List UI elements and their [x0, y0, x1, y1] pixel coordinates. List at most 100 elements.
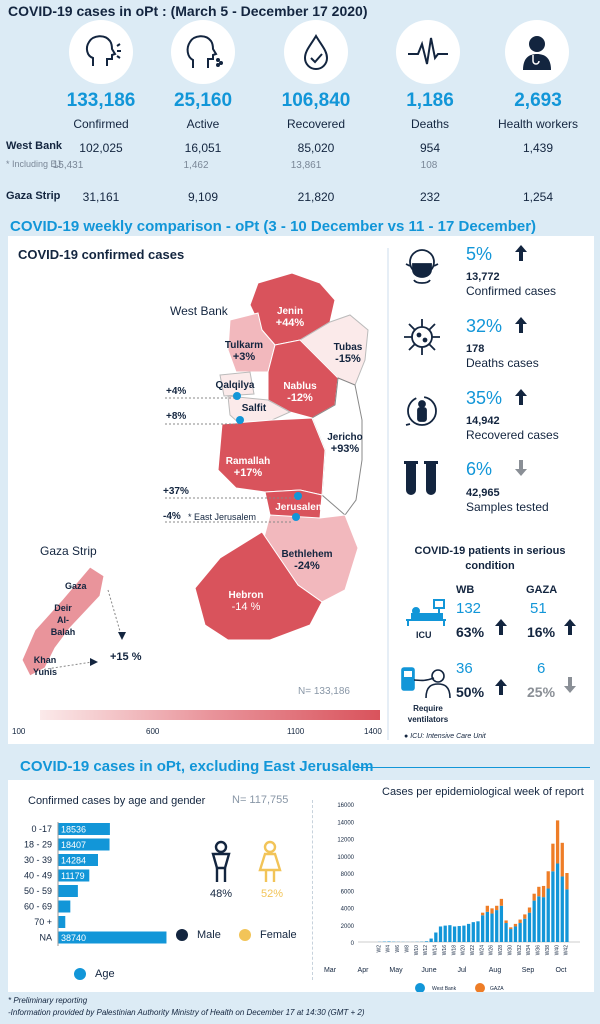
label-bethlehem: Bethlehem -24%	[281, 549, 333, 572]
week-bar-gaza	[518, 919, 522, 924]
label-tubas: Tubas -15%	[333, 342, 363, 365]
week-bar-gaza	[481, 912, 485, 916]
ej-deaths: 108	[420, 160, 438, 171]
label-ej: * East Jerusalem	[188, 512, 257, 522]
week-xtick-label: W40	[554, 945, 560, 956]
deaths-label: Deaths	[410, 117, 450, 131]
week-xtick-label: W24	[479, 945, 485, 956]
legend-west-bank: West Bank	[432, 986, 457, 992]
female-icon	[257, 840, 283, 891]
icu-note: ● ICU: Intensive Care Unit	[404, 733, 486, 740]
week-bar-west-bank	[443, 925, 447, 942]
recovered-icon	[400, 389, 444, 438]
label-khan-yunis: Khan Yunis	[32, 655, 57, 677]
week-bar-west-bank	[513, 926, 518, 942]
recovered-total: 106,840	[281, 90, 351, 111]
week-ytick-label: 0	[351, 941, 355, 947]
age-legend-dot	[74, 968, 86, 980]
week-ytick-label: 12000	[337, 838, 354, 844]
label-tulkarm: Tulkarm +3%	[224, 340, 264, 363]
virus-icon	[400, 315, 444, 364]
wb-active: 16,051	[184, 141, 222, 155]
week-bar-west-bank	[565, 889, 569, 942]
gaza-strip-label: Gaza Strip	[40, 544, 97, 558]
section-rule	[356, 767, 590, 768]
female-pct: 52%	[261, 888, 284, 900]
age-chart-n: N= 117,755	[232, 794, 289, 806]
male-legend-dot	[176, 929, 188, 941]
cmp-samples-num: 42,965	[466, 487, 500, 499]
wb-recovered: 85,020	[297, 141, 335, 155]
week-bar-west-bank	[527, 912, 532, 942]
cmp-samples-pct: 6%	[466, 459, 493, 479]
wb-deaths: 954	[419, 141, 441, 155]
week-bar-west-bank	[532, 900, 536, 942]
week-xtick-label: W30	[507, 945, 513, 956]
cmp-recovered-label: Recovered cases	[466, 428, 559, 442]
age-bar-label: 11179	[61, 871, 85, 881]
week-bar-gaza	[546, 871, 550, 889]
label-ramallah: Ramallah +17%	[225, 456, 271, 479]
week-bar-west-bank	[541, 897, 546, 942]
cmp-confirmed-pct: 5%	[466, 244, 493, 264]
gaza-confirmed: 31,161	[82, 190, 120, 204]
female-legend-dot	[239, 929, 251, 941]
scale-label-100: 100	[12, 727, 26, 736]
week-ytick-label: 14000	[337, 820, 354, 826]
week-bar-west-bank	[424, 941, 429, 942]
vent-wb-pct: 50%	[456, 684, 485, 700]
recovered-label: Recovered	[286, 117, 346, 131]
week-ytick-label: 4000	[341, 907, 355, 913]
age-bar-label: 14284	[61, 856, 86, 866]
week-bar-gaza	[560, 842, 564, 877]
label-nablus: Nablus -12%	[283, 381, 317, 404]
label-jenin: Jenin +44%	[275, 306, 305, 329]
west-bank-label: West Bank	[170, 304, 228, 318]
week-bar-gaza	[565, 873, 569, 890]
week-bar-gaza	[509, 927, 513, 930]
age-tick-label: 50 - 59	[24, 886, 52, 896]
male-legend: Male	[197, 929, 221, 941]
scale-label-600: 600	[146, 727, 160, 736]
excl-panel	[8, 780, 594, 992]
week-bar-west-bank	[438, 926, 443, 942]
ventilator-icon	[400, 664, 452, 705]
weekly-section-title: COVID-19 weekly comparison - oPt (3 - 10…	[10, 218, 537, 235]
week-bar-west-bank	[476, 921, 480, 942]
cmp-recovered-num: 14,942	[466, 415, 500, 427]
age-tick-label: 70 +	[34, 917, 52, 927]
confirmed-total: 133,186	[66, 90, 136, 111]
icu-wb-pct: 63%	[456, 624, 485, 640]
legend-west-bank-dot	[415, 983, 425, 992]
label-salfit-change: +8%	[166, 411, 187, 422]
week-bar-gaza	[555, 820, 560, 864]
week-ytick-label: 10000	[337, 855, 354, 861]
cmp-recovered-pct: 35%	[466, 388, 503, 408]
week-bar-west-bank	[560, 876, 564, 942]
week-ytick-label: 16000	[337, 803, 354, 809]
cough-icon	[69, 20, 133, 84]
footer-source: -Information provided by Palestinian Aut…	[8, 1008, 365, 1017]
label-hebron: Hebron -14 %	[228, 590, 264, 613]
week-xtick-label: W4	[386, 945, 392, 953]
age-bar	[58, 916, 66, 928]
label-jerusalem-change: +37%	[163, 486, 189, 497]
arrow-up-icon	[514, 244, 528, 267]
label-qalqilya: Qalqilya	[215, 380, 255, 391]
age-bar	[58, 900, 71, 913]
female-legend: Female	[260, 929, 297, 941]
week-xtick-label: W2	[376, 945, 382, 953]
cmp-samples-label: Samples tested	[466, 500, 549, 514]
arrow-up-icon	[514, 388, 528, 411]
map-region-gaza	[21, 566, 105, 677]
week-xtick-label: W32	[517, 945, 523, 956]
cmp-confirmed-num: 13,772	[466, 271, 500, 283]
week-xtick-label: W10	[414, 945, 420, 956]
week-bar-west-bank	[466, 923, 471, 942]
arrow-up-icon	[494, 618, 508, 641]
sneeze-icon	[171, 20, 235, 84]
age-tick-label: 30 - 39	[24, 855, 52, 865]
weekly-chart-title: Cases per epidemiological week of report	[382, 786, 584, 798]
week-bar-gaza	[504, 920, 508, 924]
week-bar-gaza	[551, 843, 555, 872]
